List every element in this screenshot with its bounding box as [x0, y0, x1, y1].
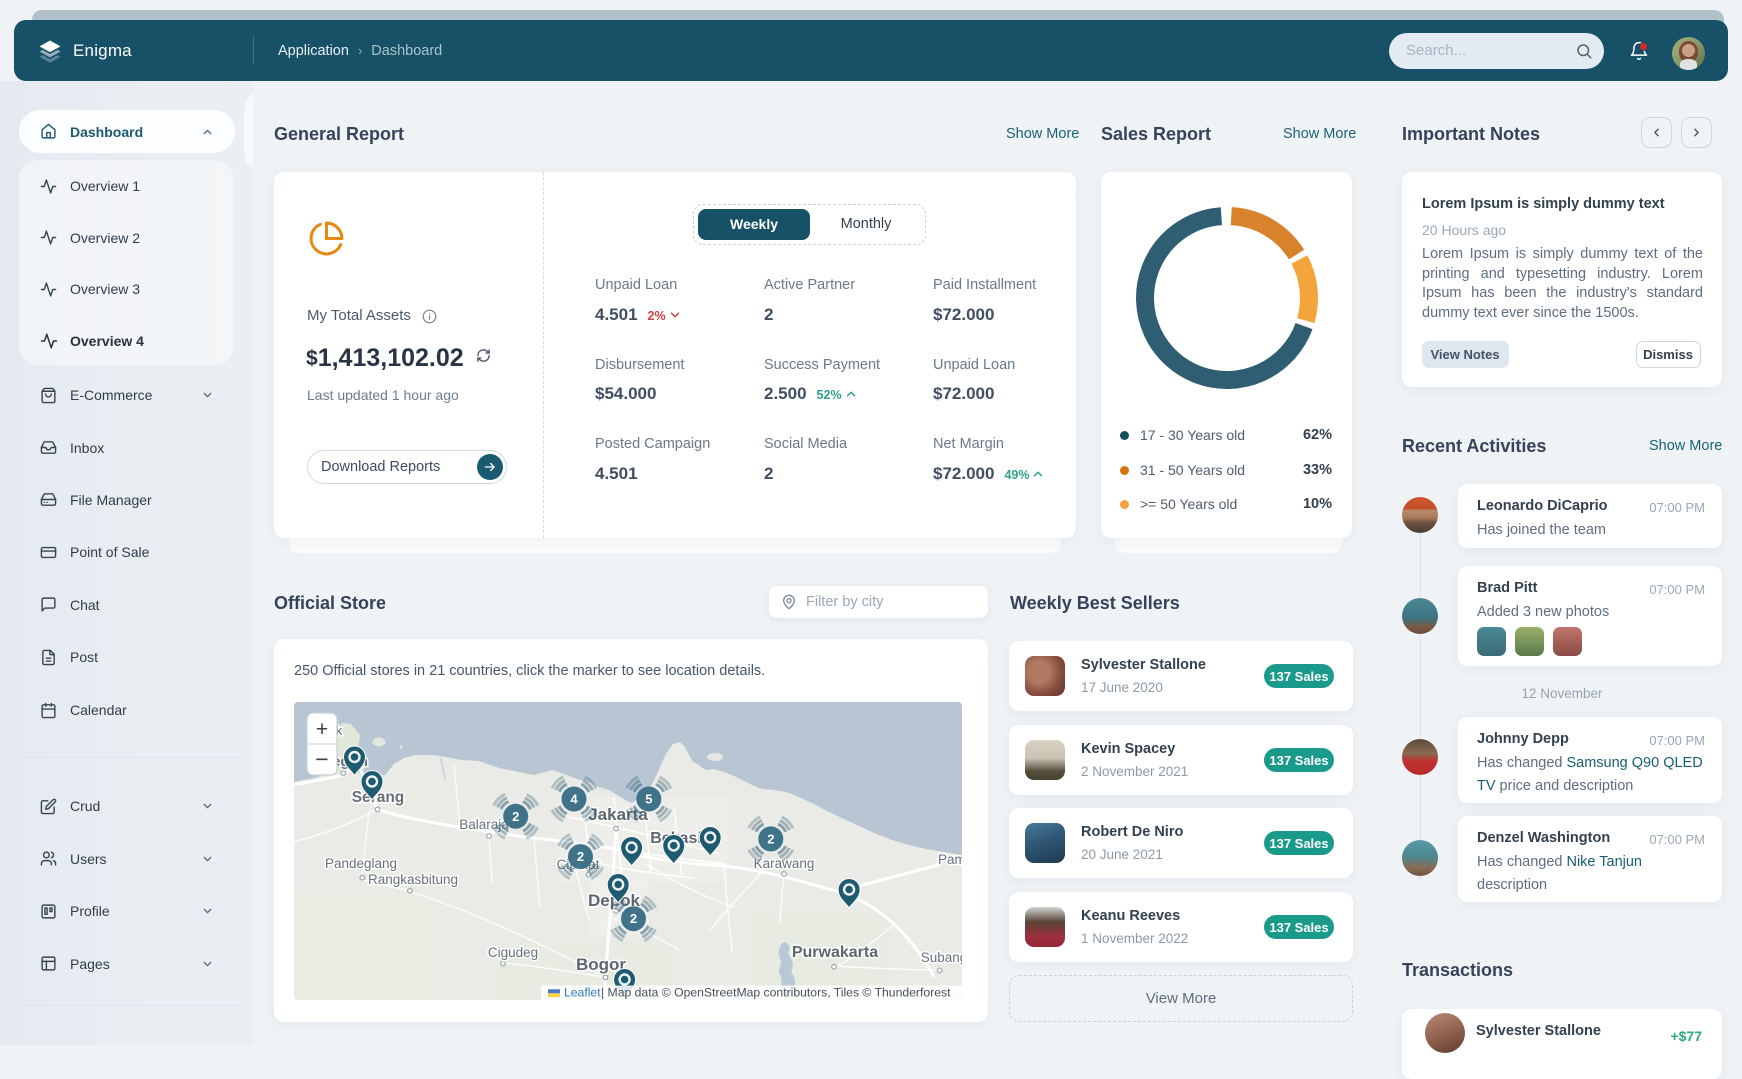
svg-text:Bogor: Bogor	[576, 955, 626, 974]
svg-text:Pama: Pama	[938, 852, 962, 867]
svg-text:Subang: Subang	[921, 950, 962, 965]
svg-text:2: 2	[512, 809, 519, 824]
svg-text:2: 2	[767, 831, 774, 846]
svg-text:Pandeglang: Pandeglang	[325, 856, 397, 871]
svg-text:2: 2	[630, 911, 637, 926]
svg-text:Cigudeg: Cigudeg	[488, 945, 538, 960]
svg-text:−: −	[315, 746, 328, 772]
svg-text:Jakarta: Jakarta	[588, 805, 648, 824]
svg-text:Depok: Depok	[588, 891, 641, 910]
svg-text:Serang: Serang	[352, 789, 405, 806]
svg-text:| Map data © OpenStreetMap con: | Map data © OpenStreetMap contributors,…	[601, 986, 951, 1000]
svg-text:5: 5	[645, 792, 652, 807]
svg-text:4: 4	[570, 792, 578, 807]
svg-text:+: +	[316, 718, 328, 741]
svg-text:Balaraja: Balaraja	[459, 817, 509, 832]
svg-text:Rangkasbitung: Rangkasbitung	[368, 872, 458, 887]
svg-text:2: 2	[577, 849, 584, 864]
svg-text:Purwakarta: Purwakarta	[792, 944, 878, 961]
svg-text:Karawang: Karawang	[754, 856, 815, 871]
svg-text:k: k	[336, 724, 343, 738]
svg-text:Leaflet: Leaflet	[564, 986, 601, 1000]
